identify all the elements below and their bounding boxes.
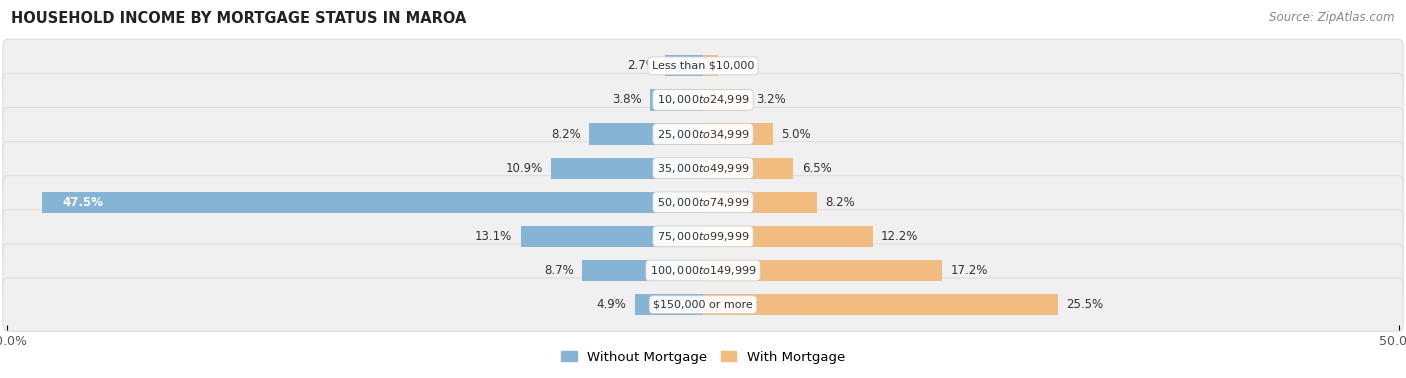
Bar <box>582 260 703 281</box>
Bar <box>703 226 873 247</box>
FancyBboxPatch shape <box>3 141 1403 195</box>
Bar <box>589 124 703 145</box>
Bar <box>703 55 718 76</box>
FancyBboxPatch shape <box>3 176 1403 229</box>
Text: 13.1%: 13.1% <box>475 230 512 243</box>
FancyBboxPatch shape <box>3 73 1403 127</box>
Bar <box>665 55 703 76</box>
Bar <box>551 158 703 179</box>
FancyBboxPatch shape <box>3 210 1403 263</box>
Text: Source: ZipAtlas.com: Source: ZipAtlas.com <box>1270 11 1395 24</box>
Bar <box>703 260 942 281</box>
Text: 8.2%: 8.2% <box>825 196 855 209</box>
Text: 25.5%: 25.5% <box>1066 298 1104 311</box>
Bar <box>703 124 773 145</box>
Text: 3.2%: 3.2% <box>756 93 786 107</box>
Text: $10,000 to $24,999: $10,000 to $24,999 <box>657 93 749 107</box>
FancyBboxPatch shape <box>3 278 1403 331</box>
Text: HOUSEHOLD INCOME BY MORTGAGE STATUS IN MAROA: HOUSEHOLD INCOME BY MORTGAGE STATUS IN M… <box>11 11 467 26</box>
Bar <box>634 294 703 315</box>
Bar <box>703 192 817 213</box>
Bar <box>650 89 703 110</box>
Text: $50,000 to $74,999: $50,000 to $74,999 <box>657 196 749 209</box>
Text: $100,000 to $149,999: $100,000 to $149,999 <box>650 264 756 277</box>
Text: 2.7%: 2.7% <box>627 59 657 72</box>
Text: 5.0%: 5.0% <box>780 127 811 141</box>
Text: 8.7%: 8.7% <box>544 264 574 277</box>
Bar <box>703 294 1057 315</box>
Text: 8.2%: 8.2% <box>551 127 581 141</box>
Text: $75,000 to $99,999: $75,000 to $99,999 <box>657 230 749 243</box>
Bar <box>703 89 748 110</box>
Bar <box>703 158 793 179</box>
Text: $35,000 to $49,999: $35,000 to $49,999 <box>657 162 749 175</box>
Text: $150,000 or more: $150,000 or more <box>654 300 752 310</box>
Text: 3.8%: 3.8% <box>612 93 641 107</box>
Bar <box>42 192 703 213</box>
Text: 6.5%: 6.5% <box>801 162 831 175</box>
FancyBboxPatch shape <box>3 107 1403 161</box>
Text: 10.9%: 10.9% <box>506 162 543 175</box>
Text: 12.2%: 12.2% <box>882 230 918 243</box>
Bar <box>520 226 703 247</box>
Text: 47.5%: 47.5% <box>63 196 104 209</box>
Text: 4.9%: 4.9% <box>596 298 627 311</box>
Text: $25,000 to $34,999: $25,000 to $34,999 <box>657 127 749 141</box>
Text: Less than $10,000: Less than $10,000 <box>652 61 754 71</box>
FancyBboxPatch shape <box>3 39 1403 93</box>
FancyBboxPatch shape <box>3 244 1403 297</box>
Text: 17.2%: 17.2% <box>950 264 988 277</box>
Legend: Without Mortgage, With Mortgage: Without Mortgage, With Mortgage <box>555 345 851 369</box>
Text: 1.1%: 1.1% <box>727 59 756 72</box>
